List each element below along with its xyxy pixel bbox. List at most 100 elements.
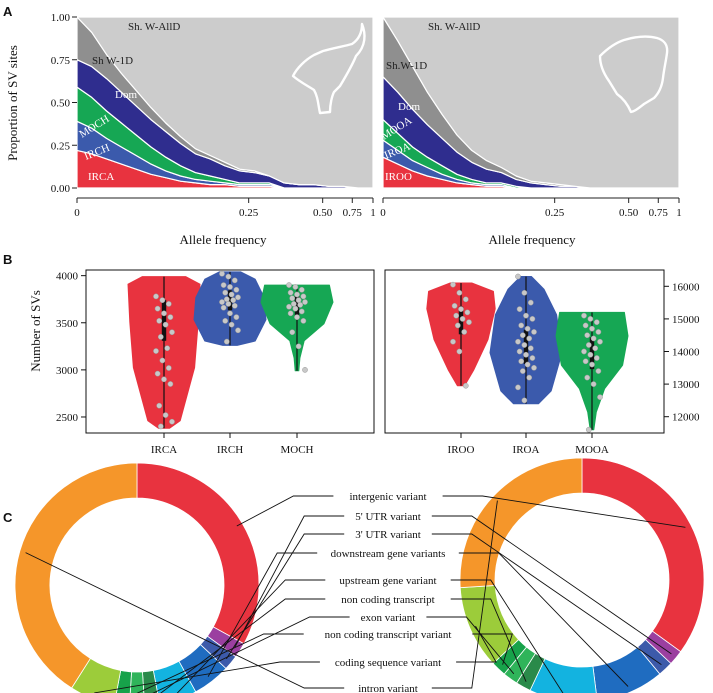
donut-legend-label: 3' UTR variant	[355, 529, 421, 541]
b-left-y-tick-label: 3000	[56, 365, 79, 377]
b-left-point	[225, 301, 232, 307]
a-left-series-label: IRCA	[88, 171, 114, 183]
b-left-point	[295, 343, 302, 350]
b-left-point	[289, 295, 296, 302]
a-left-ylabel: Proportion of SV sites	[5, 45, 20, 161]
b-left-ylabel: Number of SVs	[28, 290, 43, 372]
b-left-point	[165, 365, 172, 371]
b-right-point	[518, 322, 525, 329]
b-left-point	[154, 305, 161, 312]
b-right-point	[590, 381, 597, 387]
b-left-point	[169, 418, 175, 425]
b-right-point	[464, 309, 471, 316]
panel-label-c: C	[3, 510, 13, 525]
b-right-point	[451, 303, 458, 309]
donut-legend-label: intron variant	[358, 683, 418, 693]
b-right-point	[516, 306, 523, 312]
b-left-point	[156, 318, 163, 324]
b-left-point	[292, 284, 299, 290]
b-right-point	[521, 342, 528, 348]
donut-legend-label: exon variant	[361, 612, 416, 624]
b-left-box	[227, 290, 233, 311]
b-left-point	[223, 338, 230, 345]
b-right-point	[581, 348, 587, 355]
a-right-xlabel: Allele frequency	[489, 232, 576, 247]
sheep-head-icon	[598, 35, 669, 114]
b-right-point	[456, 348, 463, 355]
b-left-x-tick-label: IRCA	[151, 444, 177, 456]
leader-line-left	[176, 579, 326, 693]
donut-right-slice	[581, 457, 705, 653]
b-right-point	[462, 296, 469, 303]
b-right-point	[529, 316, 536, 322]
b-right-point	[524, 361, 531, 368]
b-left-point	[294, 291, 300, 298]
b-right-point	[519, 368, 526, 374]
b-right-point	[453, 312, 460, 319]
b-left-point	[153, 293, 159, 300]
b-right-y-tick-label: 16000	[672, 281, 700, 293]
b-right-point	[462, 382, 469, 389]
a-right-series-label: IROO	[385, 171, 412, 183]
b-left-point	[302, 367, 308, 373]
donut-legend-label: upstream gene variant	[339, 575, 436, 587]
leader-line-right	[450, 598, 527, 682]
b-right-point	[582, 322, 589, 329]
b-left-point	[302, 299, 308, 305]
b-left-point	[300, 293, 307, 300]
b-left-point	[161, 376, 167, 383]
b-left-point	[161, 310, 167, 317]
leader-line-right	[431, 515, 672, 655]
b-left-point	[233, 286, 240, 293]
b-left-point	[153, 348, 159, 354]
b-right-point	[597, 338, 603, 345]
b-left-point	[230, 297, 237, 304]
b-right-point	[515, 384, 521, 391]
b-left-point	[154, 370, 161, 377]
b-left-x-tick-label: IRCH	[217, 444, 243, 456]
leader-line-left	[136, 633, 304, 693]
b-left-point	[297, 302, 304, 308]
b-left-point	[222, 318, 229, 324]
leader-line-left	[236, 495, 334, 527]
violin-chart-right: IROO IROA MOOA 12000 13000 14000 15000 16000	[384, 269, 700, 456]
b-right-point	[526, 335, 533, 342]
leader-line-right	[426, 616, 515, 675]
b-right-point	[529, 355, 536, 361]
b-right-point	[582, 358, 589, 365]
b-right-point	[527, 299, 534, 306]
b-right-point	[585, 342, 592, 348]
leader-line-right	[450, 579, 564, 693]
b-right-point	[515, 273, 521, 280]
leader-line-left	[152, 616, 350, 693]
b-right-point	[523, 351, 529, 358]
a-left-y-tick-label: 0.50	[51, 98, 71, 110]
leader-line-right	[442, 495, 686, 528]
b-left-point	[228, 321, 235, 328]
b-right-point	[461, 329, 468, 335]
donut-left-slice	[14, 462, 138, 689]
b-right-point	[456, 289, 463, 296]
b-right-point	[515, 338, 521, 345]
leader-line-right	[431, 500, 498, 689]
b-left-y-tick-label: 2500	[56, 412, 79, 424]
b-right-point	[450, 281, 456, 288]
a-right-series-label: Sh. W-AllD	[428, 21, 480, 33]
b-left-point	[228, 291, 235, 298]
b-left-point	[298, 308, 305, 315]
leader-line-right	[431, 533, 662, 665]
a-left-x-tick-label: 0.25	[239, 207, 259, 219]
b-left-point	[295, 297, 302, 304]
b-left-point	[235, 327, 241, 334]
b-left-point	[227, 310, 233, 317]
b-left-point	[287, 310, 294, 317]
b-right-point	[523, 312, 529, 319]
b-right-point	[587, 316, 594, 322]
a-left-series-label: Sh W-1D	[92, 55, 133, 67]
b-left-point	[292, 305, 299, 312]
b-left-point	[294, 314, 300, 320]
b-right-point	[592, 345, 599, 352]
b-left-box	[161, 299, 167, 341]
a-right-x-tick-label: 0	[380, 207, 386, 219]
b-right-point	[531, 329, 537, 335]
